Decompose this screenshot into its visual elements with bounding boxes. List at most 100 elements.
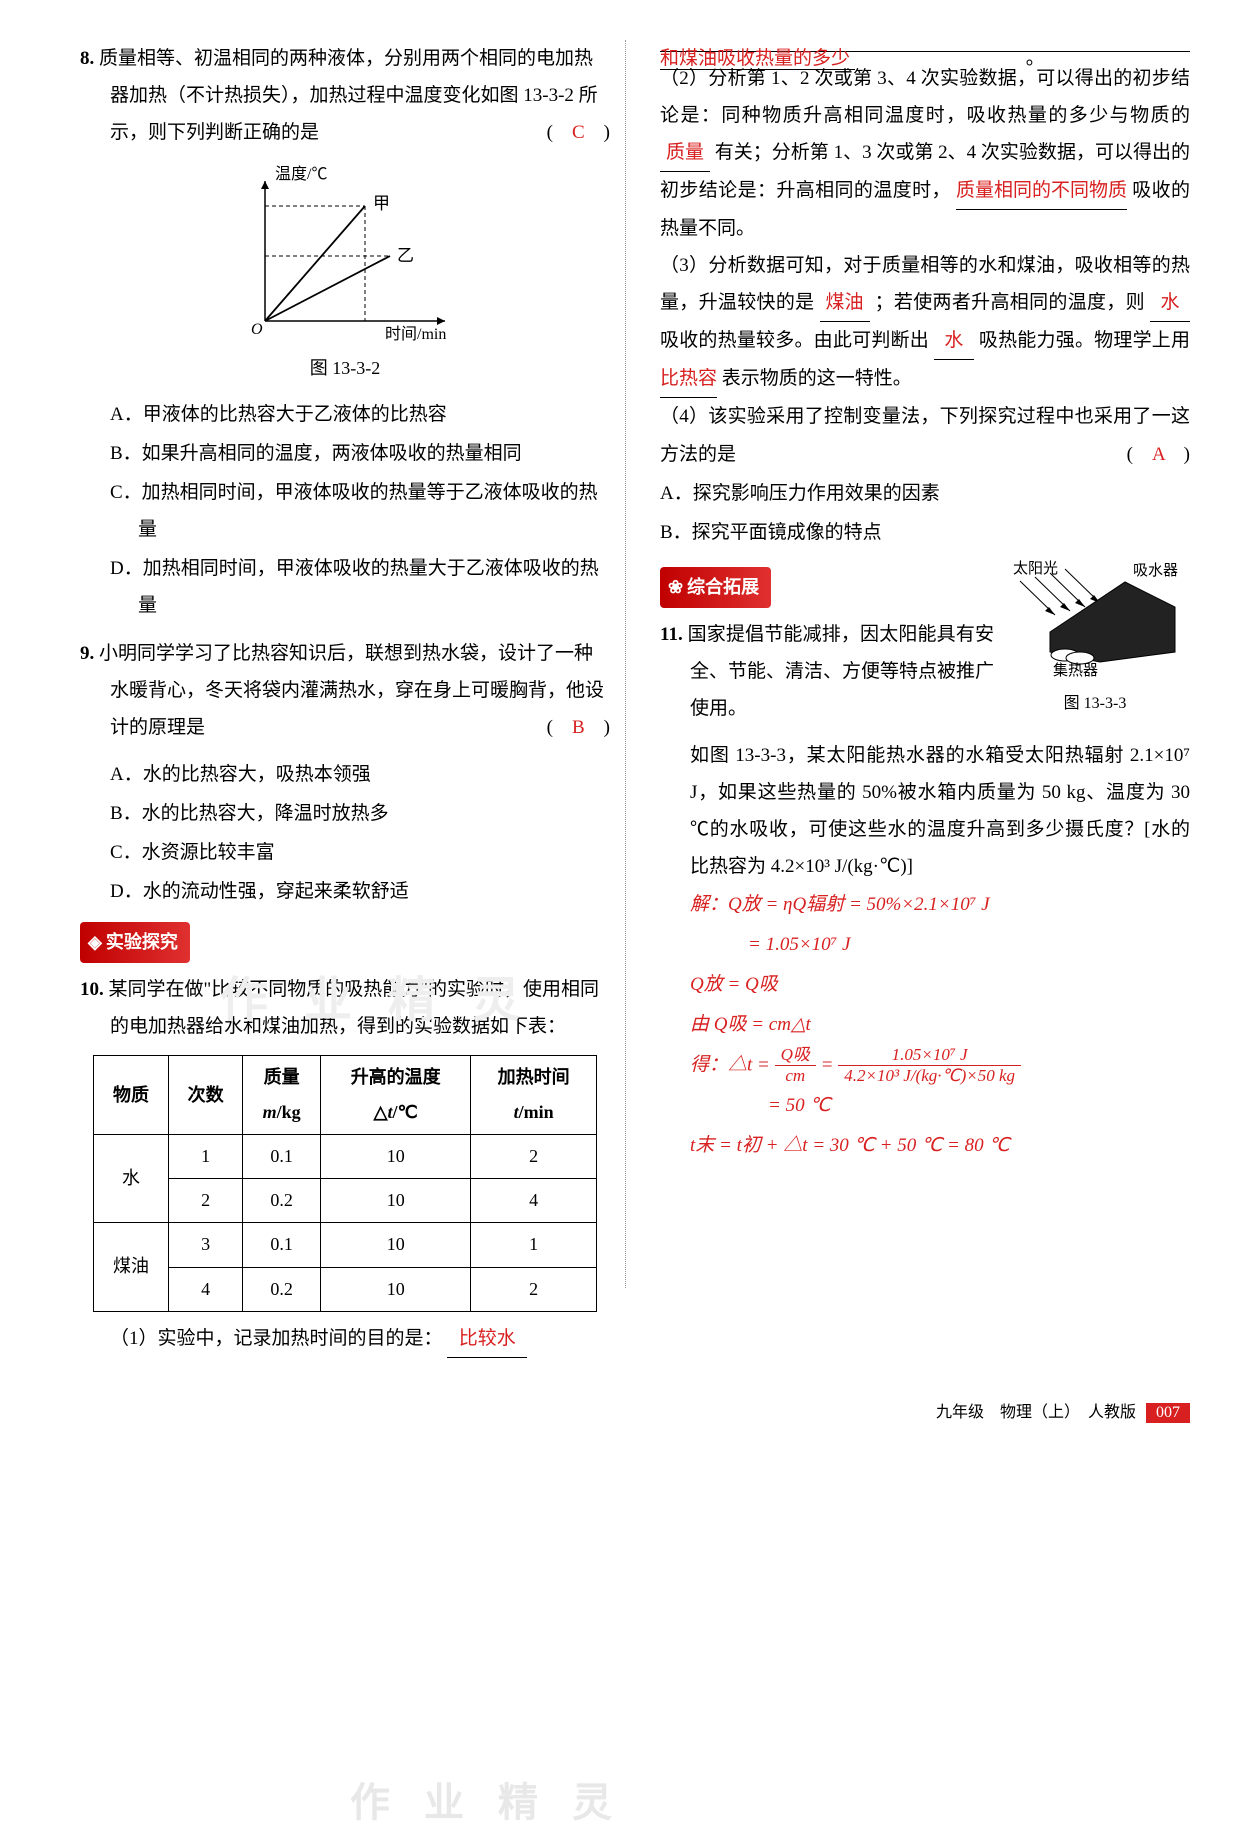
sol-line4: 得：△t = Q吸 cm = 1.05×10⁷ J 4.2×10³ J/(kg·… <box>690 1045 1190 1087</box>
th-time: 加热时间t/min <box>471 1056 596 1135</box>
sol-frac-right-num: 1.05×10⁷ J <box>838 1045 1021 1066</box>
q10-part3-ans1: 煤油 <box>820 284 870 322</box>
q10-part4: （4）该实验采用了控制变量法，下列探究过程中也采用了一这方法的是 ( A ) <box>660 398 1190 472</box>
sol-line1a: 解：Q放 = ηQ辐射 = 50%×2.1×10⁷ J <box>690 885 1190 925</box>
cell: 0.1 <box>243 1223 320 1267</box>
chart-line1-label: 甲 <box>373 194 390 213</box>
q10-data-table: 物质 次数 质量m/kg 升高的温度△t/℃ 加热时间t/min 水 1 0.1… <box>93 1055 597 1312</box>
q11-number: 11. <box>660 624 683 645</box>
footer-page-number: 007 <box>1146 1403 1190 1423</box>
q11-text-a: 国家提倡节能减排，因太阳能具有安全、节能、清洁、方便等特点被推广使用。 <box>688 624 994 719</box>
q10-part3-ans4: 比热容 <box>660 360 717 398</box>
cell: 3 <box>168 1223 243 1267</box>
q10-part3-mid1: ；若使两者升高相同的温度，则 <box>875 292 1145 313</box>
solar-svg: 太阳光 吸水器 集热器 <box>1005 557 1185 677</box>
q9-answer: B <box>572 717 585 738</box>
q10-part2: （2）分析第 1、2 次或第 3、4 次实验数据，可以得出的初步结论是：同种物质… <box>660 60 1190 247</box>
question-9: 9. 小明同学学习了比热容知识后，联想到热水袋，设计了一种水暖背心，冬天将袋内灌… <box>80 635 610 746</box>
q10-part4-opt-a: A．探究影响压力作用效果的因素 <box>660 475 1190 512</box>
chart-line2-label: 乙 <box>397 246 414 265</box>
sol-line1b: = 1.05×10⁷ J <box>690 925 1190 965</box>
right-column: 和煤油吸收热量的多少 。 （2）分析第 1、2 次或第 3、4 次实验数据，可以… <box>645 40 1190 1358</box>
sol-frac-right: 1.05×10⁷ J 4.2×10³ J/(kg·℃)×50 kg <box>838 1045 1021 1087</box>
sol-line2: Q放 = Q吸 <box>690 965 1190 1005</box>
sol-l4-eq: = <box>821 1054 834 1075</box>
sol-line3: 由 Q吸 = cm△t <box>690 1005 1190 1045</box>
chart-y-label: 温度/℃ <box>275 165 327 183</box>
line-chart-svg: 甲 乙 温度/℃ 时间/min O <box>215 161 475 351</box>
sol-frac-right-den: 4.2×10³ J/(kg·℃)×50 kg <box>838 1066 1021 1086</box>
cell: 1 <box>471 1223 596 1267</box>
section-experiment-badge: 实验探究 <box>80 912 610 971</box>
cell: 0.1 <box>243 1135 320 1179</box>
q10-part3-ans3: 水 <box>934 322 974 360</box>
table-row: 煤油 3 0.1 10 1 <box>94 1223 597 1267</box>
q9-opt-c: C．水资源比较丰富 <box>110 834 610 871</box>
th-material: 物质 <box>94 1056 169 1135</box>
cell-material-oil: 煤油 <box>94 1223 169 1311</box>
cell: 10 <box>320 1179 471 1223</box>
sol-frac-left-den: cm <box>775 1066 816 1086</box>
cell: 10 <box>320 1135 471 1179</box>
q10-part4-pre: （4）该实验采用了控制变量法，下列探究过程中也采用了一这方法的是 <box>660 406 1190 464</box>
q10-part3-mid2: 吸收的热量较多。由此可判断出 <box>660 330 929 351</box>
q11-text-b: 如图 13-3-3，某太阳能热水器的水箱受太阳热辐射 2.1×10⁷ J，如果这… <box>690 745 1190 877</box>
question-8: 8. 质量相等、初温相同的两种液体，分别用两个相同的电加热器加热（不计热损失），… <box>80 40 610 151</box>
th-deltat: 升高的温度△t/℃ <box>320 1056 471 1135</box>
q10-part4-paren: ( A ) <box>1127 436 1190 473</box>
table-row: 4 0.2 10 2 <box>94 1267 597 1311</box>
chart-origin: O <box>251 321 263 338</box>
cell: 10 <box>320 1267 471 1311</box>
section-experiment-label: 实验探究 <box>80 922 190 963</box>
q9-opt-d: D．水的流动性强，穿起来柔软舒适 <box>110 873 610 910</box>
sol-frac-left: Q吸 cm <box>775 1045 816 1087</box>
sol-line6: t末 = t初 + △t = 30 ℃ + 50 ℃ = 80 ℃ <box>690 1126 1190 1166</box>
q10-part3: （3）分析数据可知，对于质量相等的水和煤油，吸收相等的热量，升温较快的是 煤油 … <box>660 247 1190 398</box>
table-row: 水 1 0.1 10 2 <box>94 1135 597 1179</box>
chart-x-label: 时间/min <box>385 325 446 343</box>
q9-options: A．水的比热容大，吸热本领强 B．水的比热容大，降温时放热多 C．水资源比较丰富… <box>80 756 610 910</box>
q9-opt-a: A．水的比热容大，吸热本领强 <box>110 756 610 793</box>
section-extension-badge: 综合拓展 太阳光 吸水器 集 <box>660 557 1190 616</box>
q8-opt-d: D．加热相同时间，甲液体吸收的热量大于乙液体吸收的热量 <box>110 550 610 624</box>
watermark-bottom: 作 业 精 灵 <box>350 1770 624 1828</box>
q10-part2-ans1: 质量 <box>660 134 710 172</box>
q8-opt-b: B．如果升高相同的温度，两液体吸收的热量相同 <box>110 435 610 472</box>
q10-part2-ans2: 质量相同的不同物质 <box>956 172 1127 210</box>
page-footer: 九年级 物理（上） 人教版 007 <box>0 1388 1250 1453</box>
q9-opt-b: B．水的比热容大，降温时放热多 <box>110 795 610 832</box>
section-extension-label: 综合拓展 <box>660 567 771 608</box>
cell: 0.2 <box>243 1179 320 1223</box>
table-header-row: 物质 次数 质量m/kg 升高的温度△t/℃ 加热时间t/min <box>94 1056 597 1135</box>
th-mass: 质量m/kg <box>243 1056 320 1135</box>
cell: 2 <box>471 1135 596 1179</box>
cell: 1 <box>168 1135 243 1179</box>
q10-part3-mid3: 吸热能力强。物理学上用 <box>979 330 1190 351</box>
q9-answer-paren: ( B ) <box>547 709 610 746</box>
q10-part1: （1）实验中，记录加热时间的目的是： 比较水 <box>80 1320 610 1358</box>
q10-part4-opt-b: B．探究平面镜成像的特点 <box>660 514 1190 551</box>
q9-number: 9. <box>80 643 94 664</box>
sol-l4-pre: 得：△t = <box>690 1054 770 1075</box>
cell: 0.2 <box>243 1267 320 1311</box>
q8-opt-a: A．甲液体的比热容大于乙液体的比热容 <box>110 396 610 433</box>
q8-chart: 甲 乙 温度/℃ 时间/min O 图 13-3-2 <box>80 161 610 386</box>
cell: 2 <box>471 1267 596 1311</box>
q10-part1-cont: 和煤油吸收热量的多少 。 <box>660 40 1190 52</box>
q8-text: 质量相等、初温相同的两种液体，分别用两个相同的电加热器加热（不计热损失），加热过… <box>99 48 598 143</box>
sol-line5: = 50 ℃ <box>690 1086 1190 1126</box>
q8-answer: C <box>572 122 585 143</box>
table-row: 2 0.2 10 4 <box>94 1179 597 1223</box>
solar-fig-label: 图 13-3-3 <box>1000 688 1190 719</box>
q11-solution: 解：Q放 = ηQ辐射 = 50%×2.1×10⁷ J = 1.05×10⁷ J… <box>660 885 1190 1166</box>
q10-number: 10. <box>80 979 104 1000</box>
svg-text:吸水器: 吸水器 <box>1133 562 1178 579</box>
q9-text: 小明同学学习了比热容知识后，联想到热水袋，设计了一种水暖背心，冬天将袋内灌满热水… <box>99 643 604 738</box>
q11-text-b-wrap: 如图 13-3-3，某太阳能热水器的水箱受太阳热辐射 2.1×10⁷ J，如果这… <box>660 737 1190 885</box>
q10-text: 某同学在做"比较不同物质的吸热能力"的实验时，使用相同的电加热器给水和煤油加热，… <box>109 979 600 1037</box>
q10-part2-pre: （2）分析第 1、2 次或第 3、4 次实验数据，可以得出的初步结论是：同种物质… <box>660 68 1190 126</box>
q8-number: 8. <box>80 48 94 69</box>
q10-part1-text: （1）实验中，记录加热时间的目的是： <box>110 1328 443 1349</box>
q8-answer-paren: ( C ) <box>547 114 610 151</box>
q10-part3-end: 表示物质的这一特性。 <box>722 368 912 389</box>
